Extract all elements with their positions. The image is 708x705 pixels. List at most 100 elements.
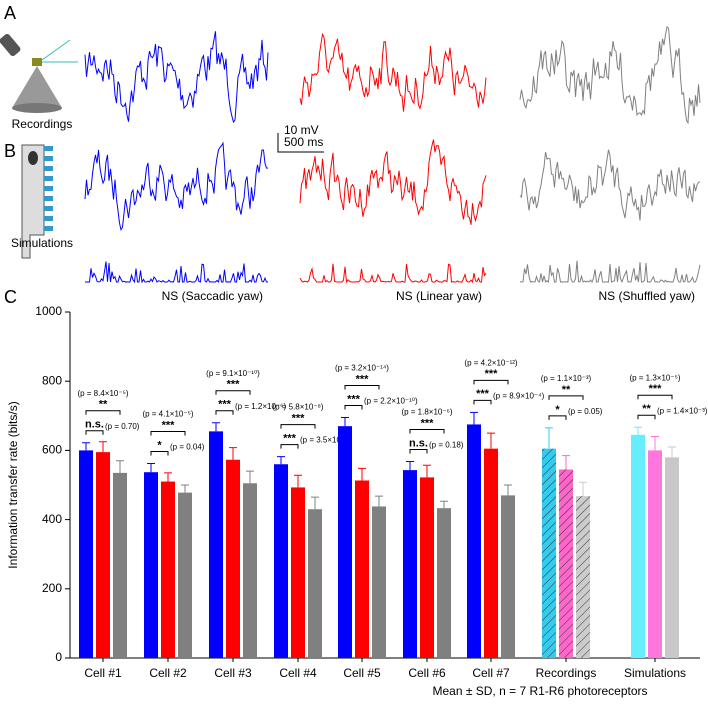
bar	[355, 480, 369, 658]
bar	[209, 431, 223, 658]
x-tick-label: Cell #5	[343, 666, 381, 680]
panel-label: B	[4, 141, 16, 161]
error-bar	[406, 460, 414, 471]
error-bar	[311, 496, 319, 510]
y-tick-label: 400	[42, 512, 62, 526]
significance: ***	[218, 399, 232, 411]
bar	[96, 452, 110, 658]
significance: ***	[476, 388, 490, 400]
bar-chart: 0 200 400 600 800 1000 Information transfer ra…	[6, 304, 708, 698]
traces: NS (Saccadic yaw) NS (Linear yaw) NS (Shuf…	[84, 25, 701, 303]
bar	[144, 472, 158, 658]
error-bar	[375, 495, 383, 507]
error-bar	[147, 463, 155, 473]
x-tick-label: Cell #6	[408, 666, 446, 680]
bar	[631, 434, 645, 658]
bar	[501, 495, 515, 658]
x-tick-label: Cell #3	[214, 666, 252, 680]
bracket	[150, 451, 169, 456]
p-value: (p = 3.2×10⁻¹⁴)	[335, 364, 389, 373]
trace	[519, 149, 701, 221]
y-axis-label: Information transfer rate (bits/s)	[6, 401, 20, 568]
bar	[665, 457, 679, 658]
error-bar	[504, 484, 512, 496]
x-tick-label: Cell #7	[472, 666, 510, 680]
scale-voltage: 10 mV	[284, 123, 319, 137]
p-value: (p = 1.8×10⁻⁶)	[401, 408, 452, 417]
error-bar	[164, 472, 172, 482]
error-bar	[341, 417, 349, 427]
p-value: (p = 8.9×10⁻⁴)	[493, 391, 545, 400]
p-value: (p = 4.2×10⁻¹²)	[464, 358, 517, 367]
stimulus-label: NS (Linear yaw)	[396, 289, 482, 303]
bracket	[473, 399, 492, 405]
trace	[299, 139, 487, 225]
footnote: Mean ± SD, n = 7 R1-R6 photoreceptors	[432, 684, 647, 698]
p-value: (p = 2.2×10⁻¹⁰)	[364, 397, 418, 406]
scale-bar	[277, 133, 324, 153]
x-tick-label: Simulations	[624, 666, 686, 680]
bar	[291, 487, 305, 658]
bar	[648, 450, 662, 658]
bracket	[409, 448, 428, 454]
error-bar	[246, 470, 254, 484]
p-value: (p = 0.05)	[568, 407, 603, 416]
x-tick-label: Cell #4	[279, 666, 317, 680]
bracket	[344, 385, 380, 390]
trace	[84, 31, 269, 124]
significance: ***	[292, 413, 306, 425]
bracket	[548, 415, 567, 420]
error-bar	[668, 446, 676, 458]
recordings-label: Recordings	[12, 117, 73, 131]
bar	[243, 483, 257, 658]
p-value: (p = 1.3×10⁻⁵)	[629, 373, 680, 382]
significance: **	[642, 403, 651, 415]
bar	[79, 450, 93, 658]
significance: ***	[162, 419, 176, 431]
p-value: (p = 0.18)	[429, 441, 464, 450]
bracket	[85, 430, 104, 435]
trace	[519, 260, 701, 284]
p-value: (p = 9.1×10⁻¹⁰)	[206, 369, 260, 378]
recording-icon	[0, 33, 78, 113]
trace	[519, 25, 701, 125]
error-bar	[294, 474, 302, 488]
error-bar	[181, 484, 189, 493]
significance: ***	[649, 383, 663, 395]
significance: ***	[227, 379, 241, 391]
p-value: (p = 5.8×10⁻⁸)	[272, 403, 324, 412]
error-bar	[634, 426, 642, 435]
p-value: (p = 1.1×10⁻³)	[541, 374, 592, 383]
bracket	[548, 395, 584, 400]
bar	[178, 492, 192, 658]
significance: ***	[356, 373, 370, 385]
p-value: (p = 1.2×10⁻⁶)	[235, 402, 286, 411]
scale-time: 500 ms	[284, 135, 323, 149]
x-tick-label: Cell #1	[84, 666, 122, 680]
error-bar	[562, 455, 570, 470]
error-bar	[470, 411, 478, 425]
p-value: (p = 0.70)	[105, 422, 140, 431]
trace	[84, 141, 269, 232]
error-bar	[99, 441, 107, 453]
error-bar	[82, 442, 90, 451]
significance: ***	[283, 433, 297, 445]
bar	[161, 481, 175, 658]
bar	[403, 470, 417, 658]
p-value: (p = 3.5×10⁻⁴)	[300, 436, 352, 445]
bar-hatch	[559, 469, 573, 658]
bracket	[637, 414, 656, 420]
significance: n.s.	[85, 419, 104, 431]
bracket	[637, 394, 673, 400]
bracket	[215, 390, 251, 395]
bracket	[150, 431, 186, 436]
error-bar	[579, 481, 587, 497]
significance: *	[157, 439, 162, 451]
error-bar	[423, 464, 431, 478]
y-tick-label: 800	[42, 373, 62, 387]
y-tick-label: 200	[42, 581, 62, 595]
y-tick-label: 0	[55, 650, 62, 664]
significance: ***	[485, 368, 499, 380]
error-bar	[212, 422, 220, 432]
